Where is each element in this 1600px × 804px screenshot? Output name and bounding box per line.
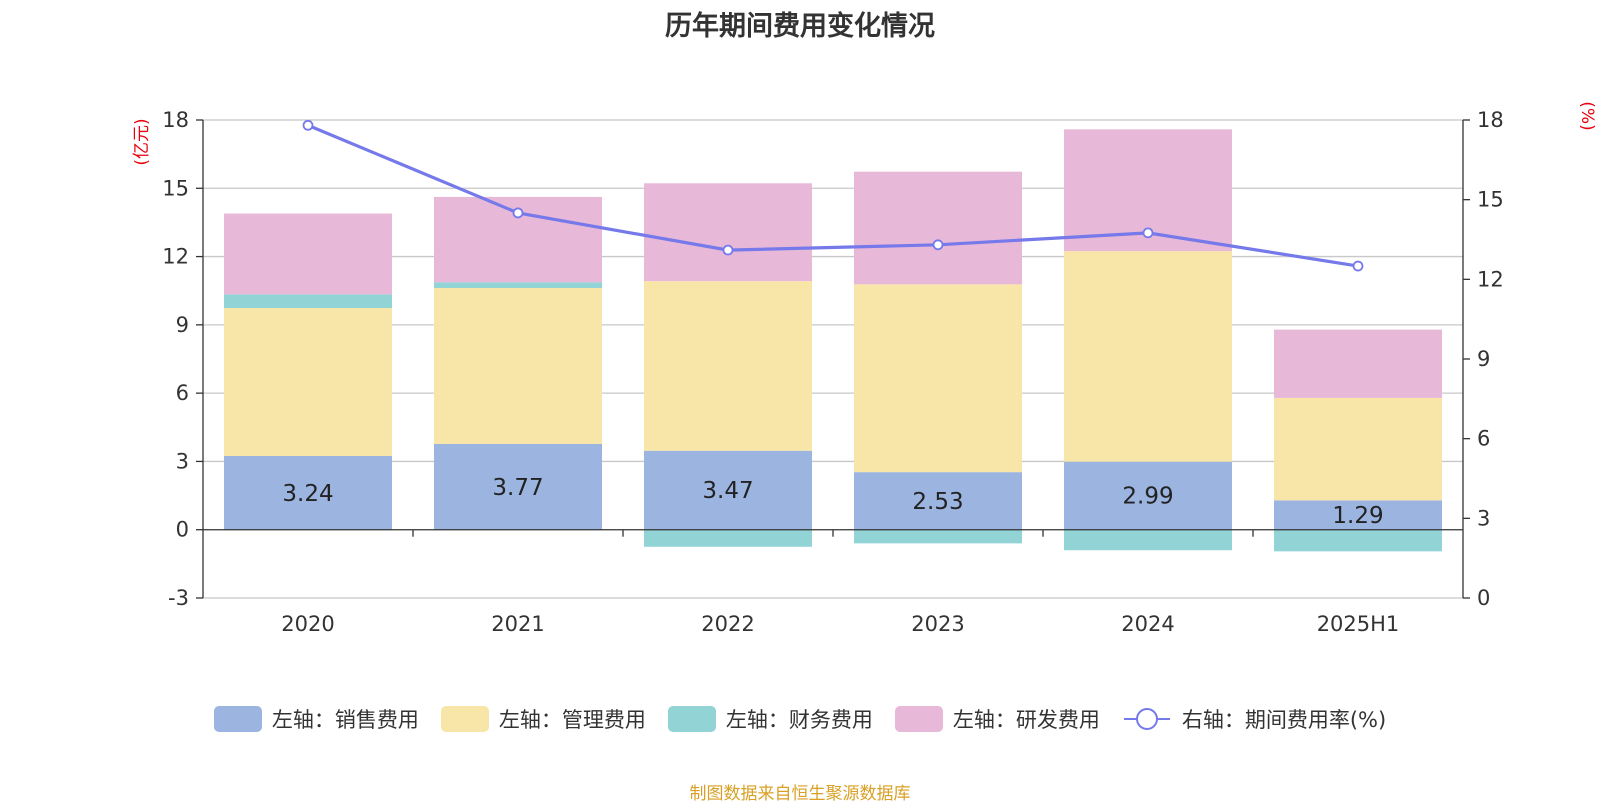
bar-sales xyxy=(644,450,812,530)
left-axis-tick-label: -3 xyxy=(168,586,189,610)
left-axis-tick-label: 0 xyxy=(176,518,189,542)
rate-line xyxy=(307,123,1359,268)
legend-label: 左轴：财务费用 xyxy=(725,708,873,732)
legend-label: 左轴：研发费用 xyxy=(952,708,1100,732)
bar-admin xyxy=(224,308,392,456)
rate-point xyxy=(1142,227,1154,239)
bar-admin xyxy=(644,281,812,451)
rate-point xyxy=(512,207,524,219)
right-axis-unit: (%) xyxy=(1577,101,1597,130)
data-label-sales: 3.47 xyxy=(702,478,753,504)
legend-swatch-icon xyxy=(440,706,489,732)
left-axis-tick-label: 6 xyxy=(176,381,189,405)
x-axis-tick-label: 2022 xyxy=(701,612,754,636)
data-labels: 3.24 3.77 3.47 2.53 2.99 1.29 xyxy=(282,475,1383,529)
x-axis-tick-label: 2021 xyxy=(491,612,544,636)
legend-line-circle-icon xyxy=(1123,708,1170,730)
legend-label: 右轴：期间费用率(%) xyxy=(1181,708,1387,732)
legend-label: 左轴：销售费用 xyxy=(271,708,419,732)
bar-admin xyxy=(1064,251,1232,462)
legend-swatch-icon xyxy=(213,706,262,732)
right-axis-tick-label: 6 xyxy=(1477,427,1490,451)
bar-sales xyxy=(854,472,1022,530)
left-axis-tick-label: 15 xyxy=(162,176,189,200)
bar-rnd xyxy=(224,213,392,295)
legend-item-rnd[interactable]: 左轴：研发费用 xyxy=(894,704,1100,734)
x-axis-tick-label: 2023 xyxy=(911,612,964,636)
rate-point xyxy=(722,244,734,256)
legend-label: 左轴：管理费用 xyxy=(498,708,646,732)
bar-admin xyxy=(434,287,602,444)
x-axis-tick-label: 2024 xyxy=(1121,612,1174,636)
rate-point xyxy=(932,239,944,251)
left-axis-tick-label: 18 xyxy=(162,108,189,132)
bar-sales xyxy=(1064,461,1232,530)
right-axis-tick-label: 9 xyxy=(1477,347,1490,371)
legend: 左轴：销售费用 左轴：管理费用 左轴：财务费用 左轴：研发费用 右轴：期间费用率(%) xyxy=(0,704,1600,734)
bar-sales xyxy=(224,455,392,530)
legend-item-line[interactable]: 右轴：期间费用率(%) xyxy=(1122,704,1386,734)
right-axis-tick-label: 12 xyxy=(1477,267,1504,291)
left-axis-unit: (亿元) xyxy=(132,118,152,165)
left-axis-tick-label: 12 xyxy=(162,245,189,269)
legend-item-sales[interactable]: 左轴：销售费用 xyxy=(213,704,419,734)
x-axis-tick-label: 2020 xyxy=(281,612,334,636)
bar-sales xyxy=(434,443,602,530)
bar-rnd xyxy=(1274,329,1442,398)
chart-plot: -3 0 3 6 9 12 15 18 0 3 6 9 12 15 18 2020 2021 2022 2023 20… xyxy=(132,101,1597,636)
rate-point xyxy=(302,119,314,131)
left-axis-tick-label: 3 xyxy=(176,449,189,473)
bar-sales xyxy=(1274,500,1442,530)
bar-finance xyxy=(224,294,392,309)
legend-item-admin[interactable]: 左轴：管理费用 xyxy=(440,704,646,734)
legend-swatch-icon xyxy=(894,706,943,732)
right-axis-tick-label: 18 xyxy=(1477,108,1504,132)
rate-point xyxy=(1352,260,1364,272)
axes: -3 0 3 6 9 12 15 18 0 3 6 9 12 15 18 2020 2021 2022 2023 20… xyxy=(162,108,1503,636)
chart-title: 历年期间费用变化情况 xyxy=(665,11,935,42)
x-axis-tick-label: 2025H1 xyxy=(1317,612,1400,636)
bar-rnd xyxy=(854,171,1022,285)
bar-finance xyxy=(1274,529,1442,552)
left-axis-tick-label: 9 xyxy=(176,313,189,337)
source-note: 制图数据来自恒生聚源数据库 xyxy=(689,784,911,804)
data-label-sales: 3.77 xyxy=(492,475,543,501)
bar-layer xyxy=(224,129,1442,552)
bar-finance xyxy=(434,282,602,288)
bar-admin xyxy=(854,284,1022,473)
right-axis-tick-label: 15 xyxy=(1477,188,1504,212)
data-label-sales: 1.29 xyxy=(1332,503,1383,529)
legend-swatch-icon xyxy=(667,706,716,732)
bar-rnd xyxy=(644,183,812,282)
rate-line-layer xyxy=(302,119,1364,272)
right-axis-tick-label: 3 xyxy=(1477,506,1490,530)
bar-admin xyxy=(1274,397,1442,501)
data-label-sales: 2.53 xyxy=(912,489,963,515)
bar-finance xyxy=(854,529,1022,544)
grid-lines xyxy=(203,119,1463,599)
legend-item-finance[interactable]: 左轴：财务费用 xyxy=(667,704,873,734)
right-axis-tick-label: 0 xyxy=(1477,586,1490,610)
data-label-sales: 3.24 xyxy=(282,481,333,507)
bar-finance xyxy=(644,529,812,547)
data-label-sales: 2.99 xyxy=(1122,484,1173,510)
legend-line-marker xyxy=(1135,708,1158,730)
bar-finance xyxy=(1064,529,1232,551)
